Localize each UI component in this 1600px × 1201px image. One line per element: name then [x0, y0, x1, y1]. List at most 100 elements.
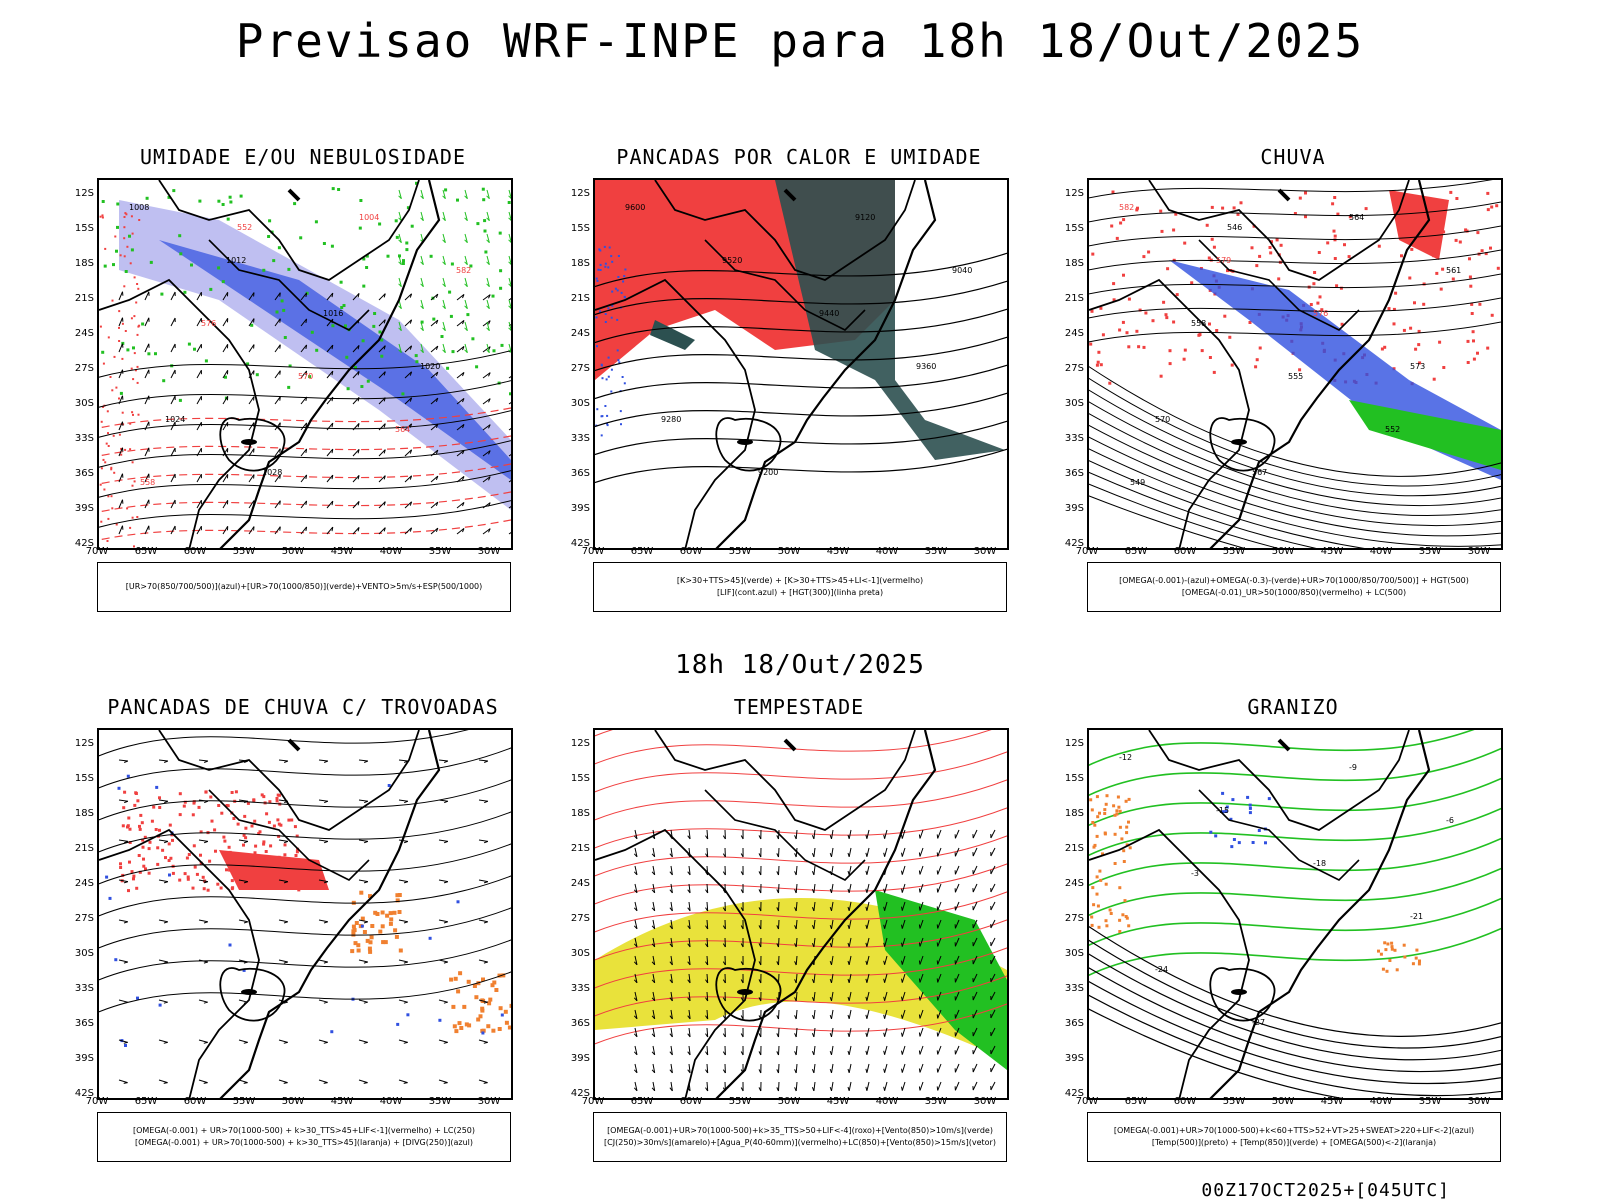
contour-label: -3	[1191, 869, 1199, 878]
run-info: 00Z17OCT2025+[045UTC]	[1201, 1180, 1450, 1201]
lon-tick-label: 50W	[774, 546, 804, 557]
lat-tick-label: 36S	[1054, 468, 1084, 479]
lon-tick-label: 35W	[1415, 1096, 1445, 1107]
lon-tick-label: 70W	[578, 546, 608, 557]
lat-tick-label: 27S	[560, 913, 590, 924]
lon-tick-label: 65W	[627, 546, 657, 557]
contour-label: -24	[1155, 965, 1168, 974]
contour-label: -9	[1349, 763, 1357, 772]
contour-label: 582	[456, 266, 471, 275]
lat-tick-label: 30S	[64, 948, 94, 959]
panel-legend: [OMEGA(-0.001)+UR>70(1000-500)+k>35_TTS>…	[593, 1112, 1007, 1162]
lon-tick-label: 60W	[1170, 546, 1200, 557]
lat-tick-label: 36S	[1054, 1018, 1084, 1029]
panel-legend: [OMEGA(-0.001) + UR>70(1000-500) + k>30_…	[97, 1112, 511, 1162]
panel-title: GRANIZO	[1073, 695, 1513, 719]
legend-line: [OMEGA(-0.001)+UR>70(1000-500)+k>35_TTS>…	[594, 1125, 1006, 1137]
legend-line: [OMEGA(-0.01)_UR>50(1000/850)(vermelho) …	[1088, 587, 1500, 599]
lon-tick-label: 40W	[872, 546, 902, 557]
lat-tick-label: 18S	[1054, 808, 1084, 819]
lat-tick-label: 21S	[64, 293, 94, 304]
panel-title: PANCADAS POR CALOR E UMIDADE	[579, 145, 1019, 169]
page-title: Previsao WRF-INPE para 18h 18/Out/2025	[0, 14, 1600, 68]
lat-tick-label: 21S	[560, 293, 590, 304]
lat-tick-label: 21S	[560, 843, 590, 854]
contour-label: -15	[1216, 806, 1229, 815]
lat-tick-label: 39S	[1054, 503, 1084, 514]
contour-label: 1024	[165, 415, 185, 424]
contour-label: 558	[1191, 319, 1206, 328]
lon-tick-label: 40W	[376, 546, 406, 557]
lon-tick-label: 60W	[1170, 1096, 1200, 1107]
lon-tick-label: 45W	[1317, 1096, 1347, 1107]
panel-legend: [OMEGA(-0.001)+UR>70(1000-500)+k<60+TTS>…	[1087, 1112, 1501, 1162]
lon-tick-label: 35W	[1415, 546, 1445, 557]
contour-label: 1028	[262, 468, 282, 477]
contour-label: 579	[1216, 256, 1231, 265]
lat-tick-label: 15S	[560, 773, 590, 784]
lat-tick-label: 36S	[64, 1018, 94, 1029]
lat-tick-label: 18S	[560, 808, 590, 819]
lon-tick-label: 55W	[725, 1096, 755, 1107]
lon-tick-label: 50W	[278, 1096, 308, 1107]
contour-label: 546	[1227, 223, 1242, 232]
panel-title: CHUVA	[1073, 145, 1513, 169]
legend-line: [OMEGA(-0.001) + UR>70(1000-500) + k>30_…	[98, 1137, 510, 1149]
lon-tick-label: 35W	[921, 546, 951, 557]
lon-tick-label: 40W	[872, 1096, 902, 1107]
lon-tick-label: 70W	[1072, 1096, 1102, 1107]
lat-tick-label: 21S	[64, 843, 94, 854]
lon-tick-label: 35W	[425, 546, 455, 557]
lon-tick-label: 45W	[327, 546, 357, 557]
legend-line: [UR>70(850/700/500)](azul)+[UR>70(1000/8…	[98, 581, 510, 593]
lon-tick-label: 30W	[1464, 546, 1494, 557]
lat-tick-label: 12S	[1054, 738, 1084, 749]
lat-tick-label: 33S	[1054, 983, 1084, 994]
lat-tick-label: 18S	[64, 258, 94, 269]
lat-tick-label: 39S	[64, 503, 94, 514]
contour-label: 1016	[323, 309, 343, 318]
lon-tick-label: 45W	[823, 546, 853, 557]
contour-label: 576	[201, 319, 216, 328]
lat-tick-label: 39S	[64, 1053, 94, 1064]
panel-legend: [UR>70(850/700/500)](azul)+[UR>70(1000/8…	[97, 562, 511, 612]
legend-line: [OMEGA(-0.001) + UR>70(1000-500) + k>30_…	[98, 1125, 510, 1137]
contour-label: 1012	[226, 256, 246, 265]
lat-tick-label: 36S	[560, 1018, 590, 1029]
contour-label: 552	[1385, 425, 1400, 434]
forecast-map-4	[97, 728, 513, 1100]
contour-label: 1008	[129, 203, 149, 212]
lat-tick-label: 12S	[64, 738, 94, 749]
lat-tick-label: 15S	[64, 773, 94, 784]
lat-tick-label: 27S	[560, 363, 590, 374]
contour-label: 576	[1313, 309, 1328, 318]
panel-title: UMIDADE E/OU NEBULOSIDADE	[83, 145, 523, 169]
contour-label: 9600	[625, 203, 645, 212]
lon-tick-label: 65W	[1121, 546, 1151, 557]
lat-tick-label: 18S	[64, 808, 94, 819]
lon-tick-label: 65W	[627, 1096, 657, 1107]
contour-label: 573	[1410, 362, 1425, 371]
lat-tick-label: 33S	[64, 983, 94, 994]
lat-tick-label: 30S	[64, 398, 94, 409]
contour-label: 9120	[855, 213, 875, 222]
lon-tick-label: 60W	[180, 1096, 210, 1107]
lon-tick-label: 65W	[131, 546, 161, 557]
lat-tick-label: 15S	[560, 223, 590, 234]
lon-tick-label: 30W	[1464, 1096, 1494, 1107]
lon-tick-label: 70W	[82, 1096, 112, 1107]
lon-tick-label: 50W	[1268, 546, 1298, 557]
contour-label: -12	[1119, 753, 1132, 762]
contour-label: 561	[1446, 266, 1461, 275]
lon-tick-label: 40W	[1366, 1096, 1396, 1107]
lon-tick-label: 50W	[774, 1096, 804, 1107]
lat-tick-label: 12S	[1054, 188, 1084, 199]
lat-tick-label: 24S	[560, 878, 590, 889]
panel-legend: [K>30+TTS>45](verde) + [K>30+TTS>45+LI<-…	[593, 562, 1007, 612]
forecast-map-5	[593, 728, 1009, 1100]
panel-title: PANCADAS DE CHUVA C/ TROVOADAS	[83, 695, 523, 719]
contour-label: -21	[1410, 912, 1423, 921]
contour-label: 9280	[661, 415, 681, 424]
